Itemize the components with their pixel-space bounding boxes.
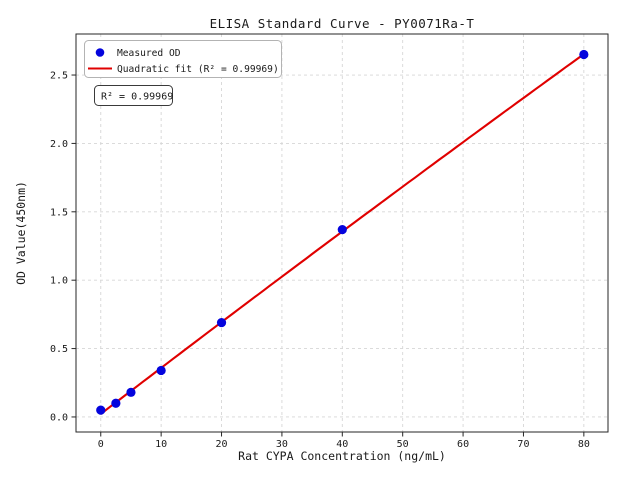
y-tick-label: 2.0 (50, 139, 68, 150)
legend-box (84, 40, 282, 78)
chart-title: ELISA Standard Curve - PY0071Ra-T (210, 16, 475, 31)
y-tick-label: 1.5 (50, 207, 68, 218)
x-tick-label: 30 (276, 439, 288, 450)
x-axis-label: Rat CYPA Concentration (ng/mL) (238, 449, 446, 463)
data-point (96, 405, 106, 415)
data-point (579, 49, 589, 60)
r-squared-annotation-box (94, 85, 173, 106)
r-squared-annotation: R² = 0.99969 (94, 85, 173, 106)
data-point (156, 365, 166, 376)
grid-layer (76, 34, 608, 432)
data-point (337, 224, 347, 235)
series-layer (96, 49, 589, 415)
x-tick-label: 70 (517, 439, 529, 450)
y-tick-label: 1.0 (50, 276, 68, 287)
y-tick-label: 0.5 (50, 344, 68, 355)
axes-spines (75, 33, 609, 433)
x-tick-label: 20 (216, 439, 228, 450)
x-tick-label: 60 (457, 439, 469, 450)
data-point (216, 317, 227, 328)
x-tick-label: 40 (336, 439, 348, 450)
r-squared-annotation-text: R² = 0.99969 (101, 92, 173, 103)
legend-measured-od-label: Measured OD (117, 48, 181, 59)
data-point (111, 398, 121, 408)
legend-measured-od-marker-icon (95, 48, 105, 57)
y-tick-label: 0.0 (50, 412, 68, 423)
tick-layer: 0 10 20 30 40 50 60 70 80 0.0 0.5 1.0 1.5 2.0 2.5 (50, 71, 590, 450)
x-tick-label: 50 (397, 439, 409, 450)
x-tick-label: 10 (155, 439, 167, 450)
y-tick-label: 2.5 (50, 71, 68, 82)
data-point (126, 387, 136, 397)
legend-quadratic-fit-label: Quadratic fit (R² = 0.99969) (117, 64, 279, 75)
x-tick-label: 0 (98, 439, 104, 450)
legend: Measured OD Quadratic fit (R² = 0.99969) (84, 40, 282, 78)
y-axis-label: OD Value(450nm) (14, 181, 28, 285)
x-tick-label: 80 (578, 439, 590, 450)
